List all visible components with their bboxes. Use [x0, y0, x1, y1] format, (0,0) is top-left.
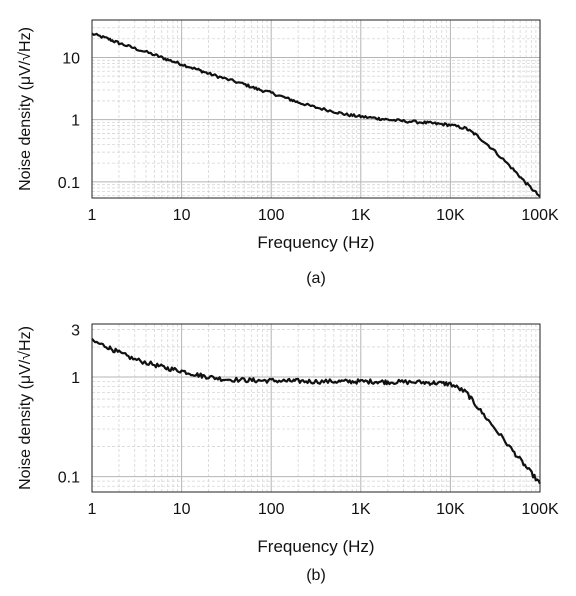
grid-a: [91, 19, 540, 198]
panel-label-b: (b): [306, 567, 326, 584]
y-tick-labels-b: 0.1 1 3: [58, 322, 80, 486]
noise-density-line-b: [91, 338, 541, 485]
x-tick-label-b: 10K: [436, 501, 465, 518]
grid-b: [91, 324, 540, 493]
plot-frame-a: [91, 19, 541, 199]
y-tick-label-a: 0.1: [58, 175, 80, 192]
x-tick-label-a: 100K: [521, 207, 559, 224]
y-tick-label-a: 10: [62, 50, 80, 67]
x-tick-label-a: 10: [173, 207, 191, 224]
y-tick-labels-a: 0.1 1 10: [58, 50, 80, 191]
x-tick-labels-a: 1 10 100 1K 10K 100K: [88, 207, 559, 224]
y-axis-label-b: Noise density (μV/√Hz): [17, 326, 34, 490]
x-tick-label-b: 100: [258, 501, 285, 518]
y-tick-label-b: 1: [71, 370, 80, 387]
y-tick-label-a: 1: [71, 113, 80, 130]
x-tick-label-b: 10: [173, 501, 191, 518]
x-axis-label-a: Frequency (Hz): [257, 233, 374, 252]
x-tick-label-a: 1: [88, 207, 97, 224]
x-tick-label-a: 100: [258, 207, 285, 224]
x-tick-label-b: 1K: [351, 501, 371, 518]
y-tick-label-b: 3: [71, 322, 80, 339]
y-tick-label-b: 0.1: [58, 470, 80, 487]
x-axis-label-b: Frequency (Hz): [257, 537, 374, 556]
panel-label-a: (a): [306, 270, 326, 287]
chart-panel-b: 1 10 100 1K 10K 100K 0.1 1 3 Frequency (Hz) Noi…: [17, 322, 559, 584]
plot-frame-b: [91, 323, 541, 493]
x-tick-label-b: 100K: [521, 501, 559, 518]
x-tick-label-b: 1: [88, 501, 97, 518]
series-layer-b: [91, 338, 541, 485]
y-axis-label-a: Noise density (μV/√Hz): [17, 27, 34, 191]
series-layer-a: [91, 32, 541, 198]
x-tick-label-a: 10K: [436, 207, 465, 224]
noise-density-line-a: [91, 32, 541, 198]
x-tick-labels-b: 1 10 100 1K 10K 100K: [88, 501, 559, 518]
chart-panel-a: 1 10 100 1K 10K 100K 0.1 1 10 Frequency (Hz) No…: [17, 19, 559, 287]
x-tick-label-a: 1K: [351, 207, 371, 224]
